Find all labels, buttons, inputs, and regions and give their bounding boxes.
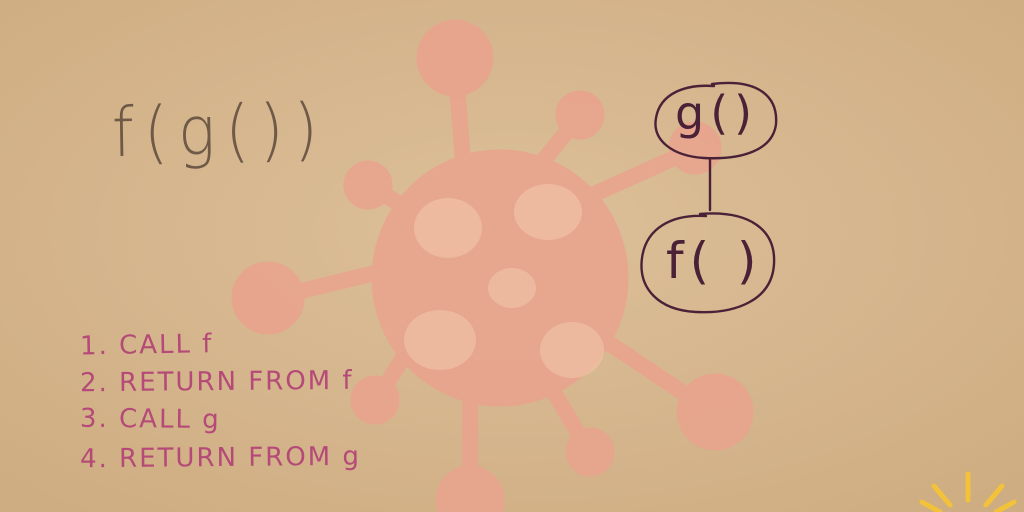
expression-label: f(g()) bbox=[111, 88, 329, 173]
sun-icon bbox=[919, 471, 1017, 512]
node-g-outline bbox=[654, 81, 778, 160]
node-f-label: f( ) bbox=[666, 232, 763, 290]
step-item: 3. CALL g bbox=[79, 403, 221, 436]
node-g-label: g() bbox=[675, 86, 759, 140]
step-item: 4. RETURN FROM g bbox=[79, 441, 362, 475]
node-f-outline bbox=[640, 212, 776, 314]
virus-spots bbox=[404, 184, 604, 378]
steps-list: 1. CALL f 2. RETURN FROM f 3. CALL g 4. … bbox=[80, 325, 361, 477]
step-item: 2. RETURN FROM f bbox=[79, 365, 354, 399]
call-graph bbox=[640, 81, 778, 314]
step-item: 1. CALL f bbox=[79, 329, 214, 362]
